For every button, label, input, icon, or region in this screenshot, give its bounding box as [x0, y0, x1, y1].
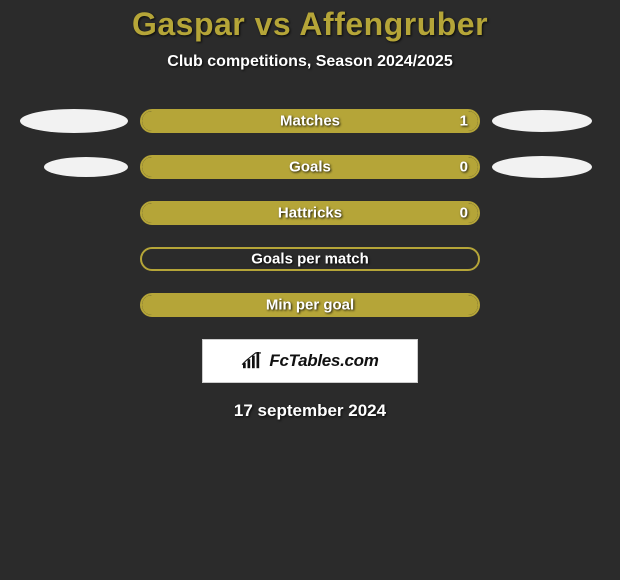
stat-row: Hattricks 0 [0, 201, 620, 225]
left-ellipse-slot [8, 247, 128, 271]
stat-label: Matches [280, 113, 340, 130]
stat-row: Min per goal [0, 293, 620, 317]
right-ellipse-slot [492, 293, 612, 317]
stat-value: 1 [460, 113, 468, 130]
player-ellipse-left [44, 157, 128, 177]
page-title: Gaspar vs Affengruber [0, 6, 620, 43]
stat-bar: Min per goal [140, 293, 480, 317]
date-label: 17 september 2024 [0, 401, 620, 421]
stat-label: Hattricks [278, 205, 342, 222]
stat-label: Goals [289, 159, 331, 176]
right-ellipse-slot [492, 247, 612, 271]
chart-icon [241, 352, 263, 370]
stat-value: 0 [460, 159, 468, 176]
right-ellipse-slot [492, 109, 612, 133]
stat-row: Goals 0 [0, 155, 620, 179]
stat-label: Min per goal [266, 297, 354, 314]
badge-text: FcTables.com [269, 351, 378, 371]
player-ellipse-right [492, 110, 592, 132]
stat-row: Matches 1 [0, 109, 620, 133]
source-badge[interactable]: FcTables.com [202, 339, 418, 383]
stat-rows: Matches 1 Goals 0 Hattricks 0 Goals per match M… [0, 109, 620, 317]
stat-row: Goals per match [0, 247, 620, 271]
stat-bar: Goals 0 [140, 155, 480, 179]
player-ellipse-right [492, 156, 592, 178]
subtitle: Club competitions, Season 2024/2025 [0, 53, 620, 71]
left-ellipse-slot [8, 155, 128, 179]
right-ellipse-slot [492, 201, 612, 225]
stat-value: 0 [460, 205, 468, 222]
player-ellipse-left [20, 109, 128, 133]
stat-bar: Matches 1 [140, 109, 480, 133]
left-ellipse-slot [8, 293, 128, 317]
left-ellipse-slot [8, 109, 128, 133]
stat-label: Goals per match [251, 251, 369, 268]
right-ellipse-slot [492, 155, 612, 179]
left-ellipse-slot [8, 201, 128, 225]
stat-bar: Hattricks 0 [140, 201, 480, 225]
stat-bar: Goals per match [140, 247, 480, 271]
comparison-widget: Gaspar vs Affengruber Club competitions,… [0, 0, 620, 421]
